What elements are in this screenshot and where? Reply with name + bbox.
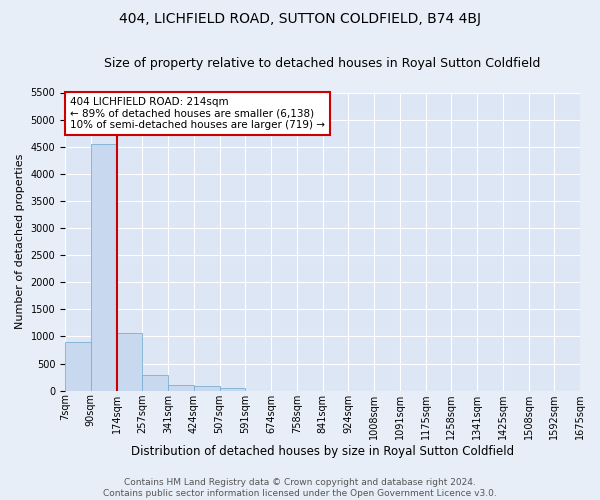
Text: 404 LICHFIELD ROAD: 214sqm
← 89% of detached houses are smaller (6,138)
10% of s: 404 LICHFIELD ROAD: 214sqm ← 89% of deta… (70, 97, 325, 130)
Bar (142, 376, 168, 390)
Bar (91, 144, 116, 390)
Text: Contains HM Land Registry data © Crown copyright and database right 2024.
Contai: Contains HM Land Registry data © Crown c… (103, 478, 497, 498)
Title: Size of property relative to detached houses in Royal Sutton Coldfield: Size of property relative to detached ho… (104, 58, 541, 70)
Bar (116, 333, 142, 390)
X-axis label: Distribution of detached houses by size in Royal Sutton Coldfield: Distribution of detached houses by size … (131, 444, 514, 458)
Y-axis label: Number of detached properties: Number of detached properties (15, 154, 25, 330)
Bar (220, 388, 245, 390)
Text: 404, LICHFIELD ROAD, SUTTON COLDFIELD, B74 4BJ: 404, LICHFIELD ROAD, SUTTON COLDFIELD, B… (119, 12, 481, 26)
Bar (168, 385, 194, 390)
Bar (65, 342, 91, 390)
Bar (194, 386, 220, 390)
